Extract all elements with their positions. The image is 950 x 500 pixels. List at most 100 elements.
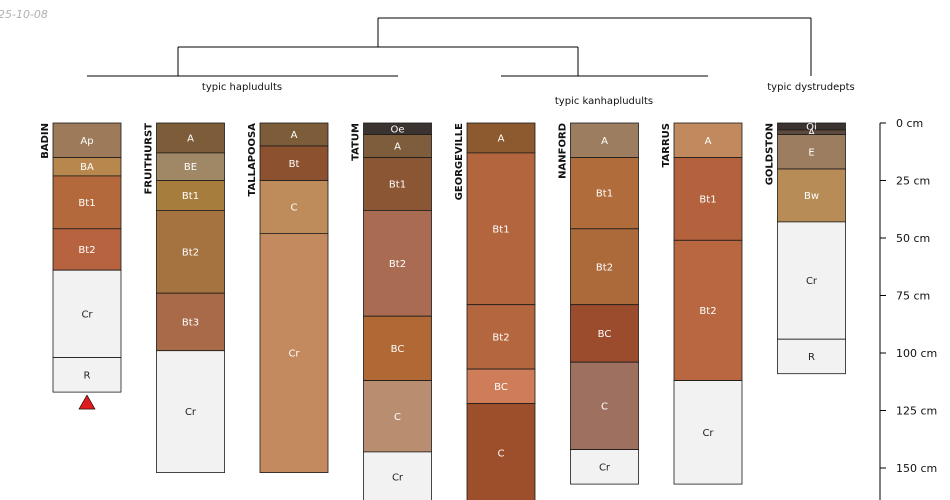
horizon-label: BA <box>80 162 94 173</box>
profile-tallapoosa: A Bt C Cr TALLAPOOSA <box>247 122 329 473</box>
group-label: typic hapludults <box>202 82 282 93</box>
horizon-label: Bt1 <box>596 189 613 200</box>
horizon-c <box>363 380 432 453</box>
horizon-label: C <box>394 412 401 423</box>
dendrogram <box>87 17 812 77</box>
profile-name: TARRUS <box>661 123 672 168</box>
profile-name: BADIN <box>40 123 51 159</box>
horizon-label: R <box>84 370 91 381</box>
horizon-label: BC <box>598 329 612 340</box>
group-label: typic kanhapludults <box>555 96 653 107</box>
group-labels: typic hapludults typic kanhapludults typic… <box>202 82 855 107</box>
profile-badin: Ap BA Bt1 Bt2 Cr R BADIN <box>40 122 122 410</box>
horizon-bt3 <box>156 292 225 352</box>
horizon-c <box>570 361 639 451</box>
depth-tick-label: 25 cm <box>896 175 930 188</box>
horizon-label: A <box>808 128 815 139</box>
profile-tarrus: A Bt1 Bt2 Cr TARRUS <box>661 122 743 485</box>
horizon-bt <box>259 145 329 181</box>
horizon-cr <box>570 449 639 485</box>
horizon-a <box>570 122 639 158</box>
profile-name: TALLAPOOSA <box>247 123 258 197</box>
horizon-label: Bt <box>289 159 300 170</box>
depth-tick-label: 0 cm <box>896 117 923 130</box>
horizon-cr <box>259 232 329 473</box>
bottom-marker-icon <box>78 394 96 410</box>
horizon-label: Bt1 <box>389 179 406 190</box>
horizon-bt1 <box>363 157 432 211</box>
depth-tick-label: 75 cm <box>896 290 930 303</box>
soil-profiles: Ap BA Bt1 Bt2 Cr R BADIN A BE Bt1 Bt2 Bt3 Cr FRUITHUR… <box>40 122 846 500</box>
horizon-label: C <box>498 449 505 460</box>
horizon-bt2 <box>570 228 639 306</box>
horizon-label: Bt1 <box>78 198 95 209</box>
horizon-label: Bt2 <box>78 245 95 256</box>
horizon-bt2 <box>52 228 122 271</box>
date-stamp: 25-10-08 <box>0 8 48 21</box>
horizon-a <box>466 122 536 154</box>
horizon-label: Cr <box>806 276 818 287</box>
horizon-label: R <box>808 352 815 363</box>
horizon-bt2 <box>363 209 432 317</box>
horizon-label: Oi <box>806 122 817 133</box>
horizon-label: A <box>187 133 194 144</box>
horizon-e <box>777 134 846 170</box>
horizon-cr <box>673 380 743 485</box>
horizon-r <box>777 338 846 375</box>
horizon-r <box>52 357 122 393</box>
horizon-label: BC <box>494 382 508 393</box>
horizon-label: Cr <box>392 473 404 484</box>
horizon-bc <box>363 315 432 382</box>
profile-nanford: A Bt1 Bt2 BC C Cr NANFORD <box>558 122 639 485</box>
depth-tick-label: 125 cm <box>896 405 937 418</box>
profile-fruithurst: A BE Bt1 Bt2 Bt3 Cr FRUITHURST <box>144 122 225 474</box>
profile-name: FRUITHURST <box>144 123 155 195</box>
profile-name: TATUM <box>351 123 362 161</box>
horizon-c <box>466 403 536 500</box>
horizon-label: Bt2 <box>182 247 199 258</box>
profile-georgeville: A Bt1 Bt2 BC C GEORGEVILLE <box>454 122 536 500</box>
horizon-bt1 <box>52 175 122 230</box>
horizon-label: BE <box>184 162 197 173</box>
horizon-label: Cr <box>599 462 611 473</box>
horizon-cr <box>777 221 846 340</box>
profile-name: GOLDSTON <box>765 123 776 185</box>
horizon-bt1 <box>156 180 225 211</box>
horizon-c <box>259 180 329 234</box>
horizon-label: Cr <box>81 309 93 320</box>
horizon-label: Cr <box>185 407 197 418</box>
horizon-label: Bt2 <box>699 306 716 317</box>
depth-tick-label: 150 cm <box>896 462 937 475</box>
horizon-cr <box>363 451 432 500</box>
horizon-label: Bt1 <box>492 224 509 235</box>
horizon-label: A <box>291 130 298 141</box>
profile-name: NANFORD <box>558 123 569 179</box>
horizon-label: BC <box>391 344 405 355</box>
horizon-cr <box>52 269 122 359</box>
horizon-label: E <box>808 147 814 158</box>
depth-axis: 0 cm 25 cm 50 cm 75 cm 100 cm 125 cm 150 cm <box>879 117 937 500</box>
horizon-bt1 <box>466 152 536 306</box>
horizon-bt2 <box>156 209 225 294</box>
horizon-label: A <box>705 136 712 147</box>
horizon-label: Cr <box>702 428 714 439</box>
group-label: typic dystrudepts <box>767 82 854 93</box>
depth-tick-label: 100 cm <box>896 347 937 360</box>
horizon-label: Bt3 <box>182 317 199 328</box>
horizon-label: Bt1 <box>182 191 199 202</box>
horizon-label: Bt2 <box>596 262 613 273</box>
horizon-bt2 <box>673 239 743 382</box>
horizon-a <box>156 122 225 154</box>
horizon-label: A <box>498 133 505 144</box>
horizon-a <box>673 122 743 158</box>
horizon-bt1 <box>570 157 639 230</box>
horizon-label: A <box>394 142 401 153</box>
horizon-be <box>156 152 225 181</box>
horizon-label: Bt2 <box>492 332 509 343</box>
horizon-label: Bt2 <box>389 259 406 270</box>
depth-tick-label: 50 cm <box>896 232 930 245</box>
horizon-label: Oe <box>390 124 404 135</box>
profile-name: GEORGEVILLE <box>454 123 465 200</box>
